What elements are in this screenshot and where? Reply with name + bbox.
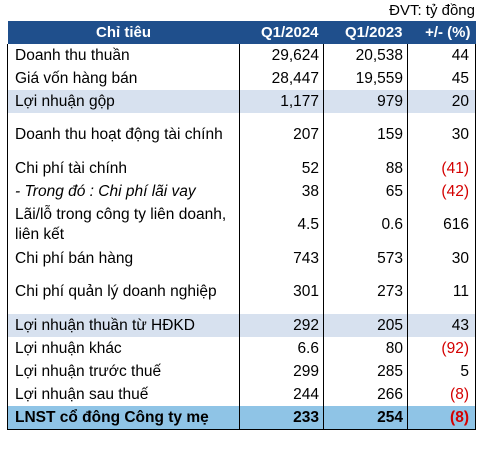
- table-row: Lợi nhuận khác 6.6 80 (92): [7, 337, 476, 360]
- value-change-pct: (42): [407, 180, 476, 203]
- value-q1-2023: 80: [323, 337, 408, 360]
- row-label: LNST cổ đông Công ty mẹ: [7, 406, 240, 430]
- value-change-pct: 30: [407, 113, 476, 157]
- table-header-row: Chỉ tiêu Q1/2024 Q1/2023 +/- (%): [7, 21, 476, 44]
- value-q1-2024: 28,447: [239, 67, 324, 90]
- value-q1-2023: 19,559: [323, 67, 408, 90]
- unit-label: ĐVT: tỷ đồng: [389, 2, 475, 19]
- value-q1-2024: 743: [239, 247, 324, 270]
- row-label: Lợi nhuận trước thuế: [7, 360, 240, 383]
- value-q1-2023: 266: [323, 383, 408, 406]
- table-row: Lợi nhuận gộp 1,177 979 20: [7, 90, 476, 113]
- row-label: Chi phí bán hàng: [7, 247, 240, 270]
- value-q1-2023: 0.6: [323, 203, 408, 247]
- row-label: - Trong đó : Chi phí lãi vay: [7, 180, 240, 203]
- header-indicator: Chỉ tiêu: [7, 21, 240, 44]
- header-change-pct: +/- (%): [407, 21, 476, 44]
- value-change-pct: (41): [407, 157, 476, 180]
- value-q1-2024: 207: [239, 113, 324, 157]
- value-q1-2023: 65: [323, 180, 408, 203]
- header-q1-2024: Q1/2024: [239, 21, 324, 44]
- value-q1-2024: 299: [239, 360, 324, 383]
- table-row: Lợi nhuận trước thuế 299 285 5: [7, 360, 476, 383]
- table-row: Chi phí bán hàng 743 573 30: [7, 247, 476, 270]
- value-q1-2023: 285: [323, 360, 408, 383]
- value-q1-2023: 88: [323, 157, 408, 180]
- table-row-total: LNST cổ đông Công ty mẹ 233 254 (8): [7, 406, 476, 430]
- row-label: Chi phí quản lý doanh nghiệp: [7, 270, 240, 314]
- table-body: Doanh thu thuần 29,624 20,538 44 Giá vốn hàn…: [7, 44, 476, 430]
- table-row: - Trong đó : Chi phí lãi vay 38 65 (42): [7, 180, 476, 203]
- value-q1-2024: 38: [239, 180, 324, 203]
- row-label: Lợi nhuận sau thuế: [7, 383, 240, 406]
- value-change-pct: 616: [407, 203, 476, 247]
- value-change-pct: 45: [407, 67, 476, 90]
- table-row: Lợi nhuận sau thuế 244 266 (8): [7, 383, 476, 406]
- value-change-pct: (8): [407, 406, 476, 430]
- table-row: Chi phí tài chính 52 88 (41): [7, 157, 476, 180]
- value-q1-2024: 6.6: [239, 337, 324, 360]
- table-row: Lãi/lỗ trong công ty liên doanh, liên kế…: [7, 203, 476, 247]
- value-q1-2024: 1,177: [239, 90, 324, 113]
- value-q1-2024: 4.5: [239, 203, 324, 247]
- row-label: Chi phí tài chính: [7, 157, 240, 180]
- value-q1-2024: 233: [239, 406, 324, 430]
- value-q1-2024: 52: [239, 157, 324, 180]
- value-q1-2023: 254: [323, 406, 408, 430]
- value-q1-2023: 205: [323, 314, 408, 337]
- row-label: Doanh thu thuần: [7, 44, 240, 67]
- value-q1-2023: 20,538: [323, 44, 408, 67]
- row-label: Doanh thu hoạt động tài chính: [7, 113, 240, 157]
- financial-table: Chỉ tiêu Q1/2024 Q1/2023 +/- (%) Doanh t…: [7, 21, 476, 430]
- row-label: Giá vốn hàng bán: [7, 67, 240, 90]
- row-label: Lợi nhuận thuần từ HĐKD: [7, 314, 240, 337]
- table-row: Doanh thu thuần 29,624 20,538 44: [7, 44, 476, 67]
- table-row: Giá vốn hàng bán 28,447 19,559 45: [7, 67, 476, 90]
- value-change-pct: (8): [407, 383, 476, 406]
- value-change-pct: 5: [407, 360, 476, 383]
- value-change-pct: 44: [407, 44, 476, 67]
- row-label: Lợi nhuận gộp: [7, 90, 240, 113]
- value-q1-2023: 273: [323, 270, 408, 314]
- header-q1-2023: Q1/2023: [323, 21, 408, 44]
- value-q1-2024: 29,624: [239, 44, 324, 67]
- table-row: Chi phí quản lý doanh nghiệp 301 273 11: [7, 270, 476, 314]
- value-q1-2023: 573: [323, 247, 408, 270]
- value-q1-2024: 292: [239, 314, 324, 337]
- value-q1-2024: 244: [239, 383, 324, 406]
- value-change-pct: 11: [407, 270, 476, 314]
- value-q1-2023: 979: [323, 90, 408, 113]
- value-change-pct: 20: [407, 90, 476, 113]
- table-row: Doanh thu hoạt động tài chính 207 159 30: [7, 113, 476, 157]
- value-q1-2024: 301: [239, 270, 324, 314]
- row-label: Lợi nhuận khác: [7, 337, 240, 360]
- table-row: Lợi nhuận thuần từ HĐKD 292 205 43: [7, 314, 476, 337]
- value-change-pct: (92): [407, 337, 476, 360]
- row-label: Lãi/lỗ trong công ty liên doanh, liên kế…: [7, 203, 240, 247]
- value-change-pct: 43: [407, 314, 476, 337]
- value-change-pct: 30: [407, 247, 476, 270]
- value-q1-2023: 159: [323, 113, 408, 157]
